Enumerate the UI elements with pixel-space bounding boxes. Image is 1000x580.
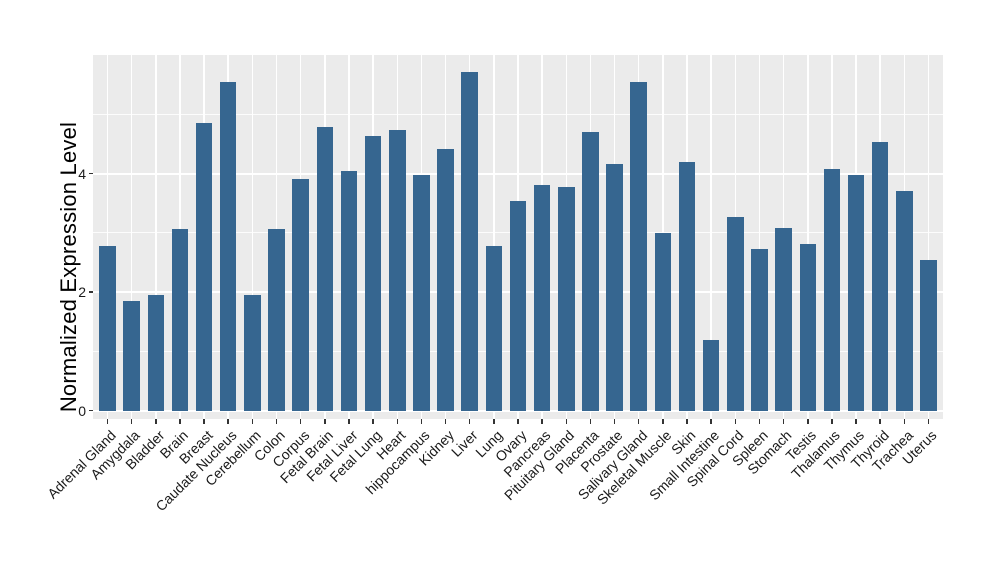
bar-kidney <box>437 149 454 411</box>
bar-uterus <box>920 259 937 411</box>
gridline-vertical <box>106 55 109 419</box>
x-axis-tick-mark <box>662 419 664 424</box>
plot-panel <box>93 55 943 419</box>
bar-thymus <box>847 175 865 411</box>
x-axis-tick-mark <box>807 419 809 424</box>
bar-trachea <box>896 190 913 411</box>
x-axis-tick-mark <box>758 419 761 424</box>
x-axis-tick-mark <box>589 419 592 424</box>
bar-lung <box>485 245 503 411</box>
x-axis-tick-mark <box>613 419 616 424</box>
y-axis-tick-label: 0 <box>78 402 86 419</box>
x-axis-tick-mark <box>251 419 254 424</box>
bar-brain <box>171 228 189 411</box>
bar-spinal-cord <box>727 216 744 411</box>
x-axis-tick-mark <box>299 419 302 424</box>
bar-fetal-brain <box>316 126 334 411</box>
gridline-vertical <box>155 55 157 419</box>
x-axis-tick-mark <box>227 419 229 424</box>
bar-spleen <box>751 248 768 411</box>
bar-fetal-lung <box>364 135 382 411</box>
x-axis-tick-mark <box>734 419 737 424</box>
y-axis-tick-mark <box>88 172 93 175</box>
bar-colon <box>268 228 285 411</box>
x-axis-tick-mark <box>155 419 157 424</box>
bar-cerebellum <box>244 294 261 411</box>
x-axis-tick-mark <box>541 419 543 424</box>
x-axis-tick-mark <box>831 419 833 424</box>
x-axis-tick-mark <box>493 419 495 424</box>
x-axis-tick-mark <box>372 419 374 424</box>
x-axis-tick-mark <box>179 419 181 424</box>
bar-bladder <box>147 294 165 411</box>
bar-thyroid <box>871 141 889 411</box>
x-axis-tick-mark <box>710 419 712 424</box>
gridline-vertical <box>758 55 761 419</box>
x-axis-tick-mark <box>686 419 688 424</box>
x-axis-tick-mark <box>879 419 881 424</box>
bar-ovary <box>509 201 527 411</box>
y-axis-tick-mark <box>88 291 93 293</box>
bar-pancreas <box>533 184 551 411</box>
x-axis-tick-mark <box>203 419 205 424</box>
bar-corpus <box>292 178 309 411</box>
bar-small-intestine <box>702 339 720 411</box>
bar-testis <box>799 244 817 411</box>
gridline-vertical <box>927 55 930 419</box>
x-axis-tick-mark <box>855 419 857 424</box>
x-axis-tick-mark <box>565 419 568 424</box>
bar-skeletal-muscle <box>654 232 672 411</box>
y-axis-tick-label: 2 <box>78 284 86 301</box>
bar-adrenal-gland <box>99 245 116 411</box>
x-axis-tick-mark <box>782 419 785 424</box>
bar-stomach <box>775 228 792 411</box>
bar-salivary-gland <box>630 82 647 411</box>
x-axis-tick-mark <box>420 419 423 424</box>
bar-thalamus <box>823 169 841 411</box>
gridline-vertical <box>710 55 712 419</box>
x-axis-tick-mark <box>130 419 133 424</box>
y-axis-tick-label: 4 <box>78 165 86 182</box>
x-axis-tick-mark <box>275 419 278 424</box>
bar-fetal-liver <box>340 170 358 411</box>
bar-caudate-nucleus <box>219 81 237 411</box>
bar-placenta <box>582 132 599 411</box>
gridline-vertical <box>493 55 495 419</box>
bar-breast <box>195 122 213 411</box>
x-axis-tick-mark <box>396 419 398 424</box>
x-axis-tick-mark <box>444 419 447 424</box>
x-axis-tick-mark <box>927 419 930 424</box>
bar-amygdala <box>123 301 140 411</box>
x-axis-tick-mark <box>637 419 640 424</box>
bar-liver <box>461 71 478 411</box>
x-axis-tick-mark <box>903 419 906 424</box>
bar-hippocampus <box>413 174 430 411</box>
x-axis-tick-mark <box>106 419 109 424</box>
bar-pituitary-gland <box>558 186 575 411</box>
gridline-vertical <box>251 55 254 419</box>
x-axis-tick-mark <box>348 419 350 424</box>
gridline-vertical <box>807 55 809 419</box>
bar-prostate <box>606 164 623 411</box>
x-axis-tick-mark <box>517 419 519 424</box>
y-axis-tick-mark <box>88 409 93 412</box>
bar-skin <box>678 161 696 411</box>
x-axis-tick-mark <box>468 419 471 424</box>
bar-heart <box>389 130 406 411</box>
gridline-vertical <box>130 55 133 419</box>
x-axis-tick-mark <box>324 419 326 424</box>
